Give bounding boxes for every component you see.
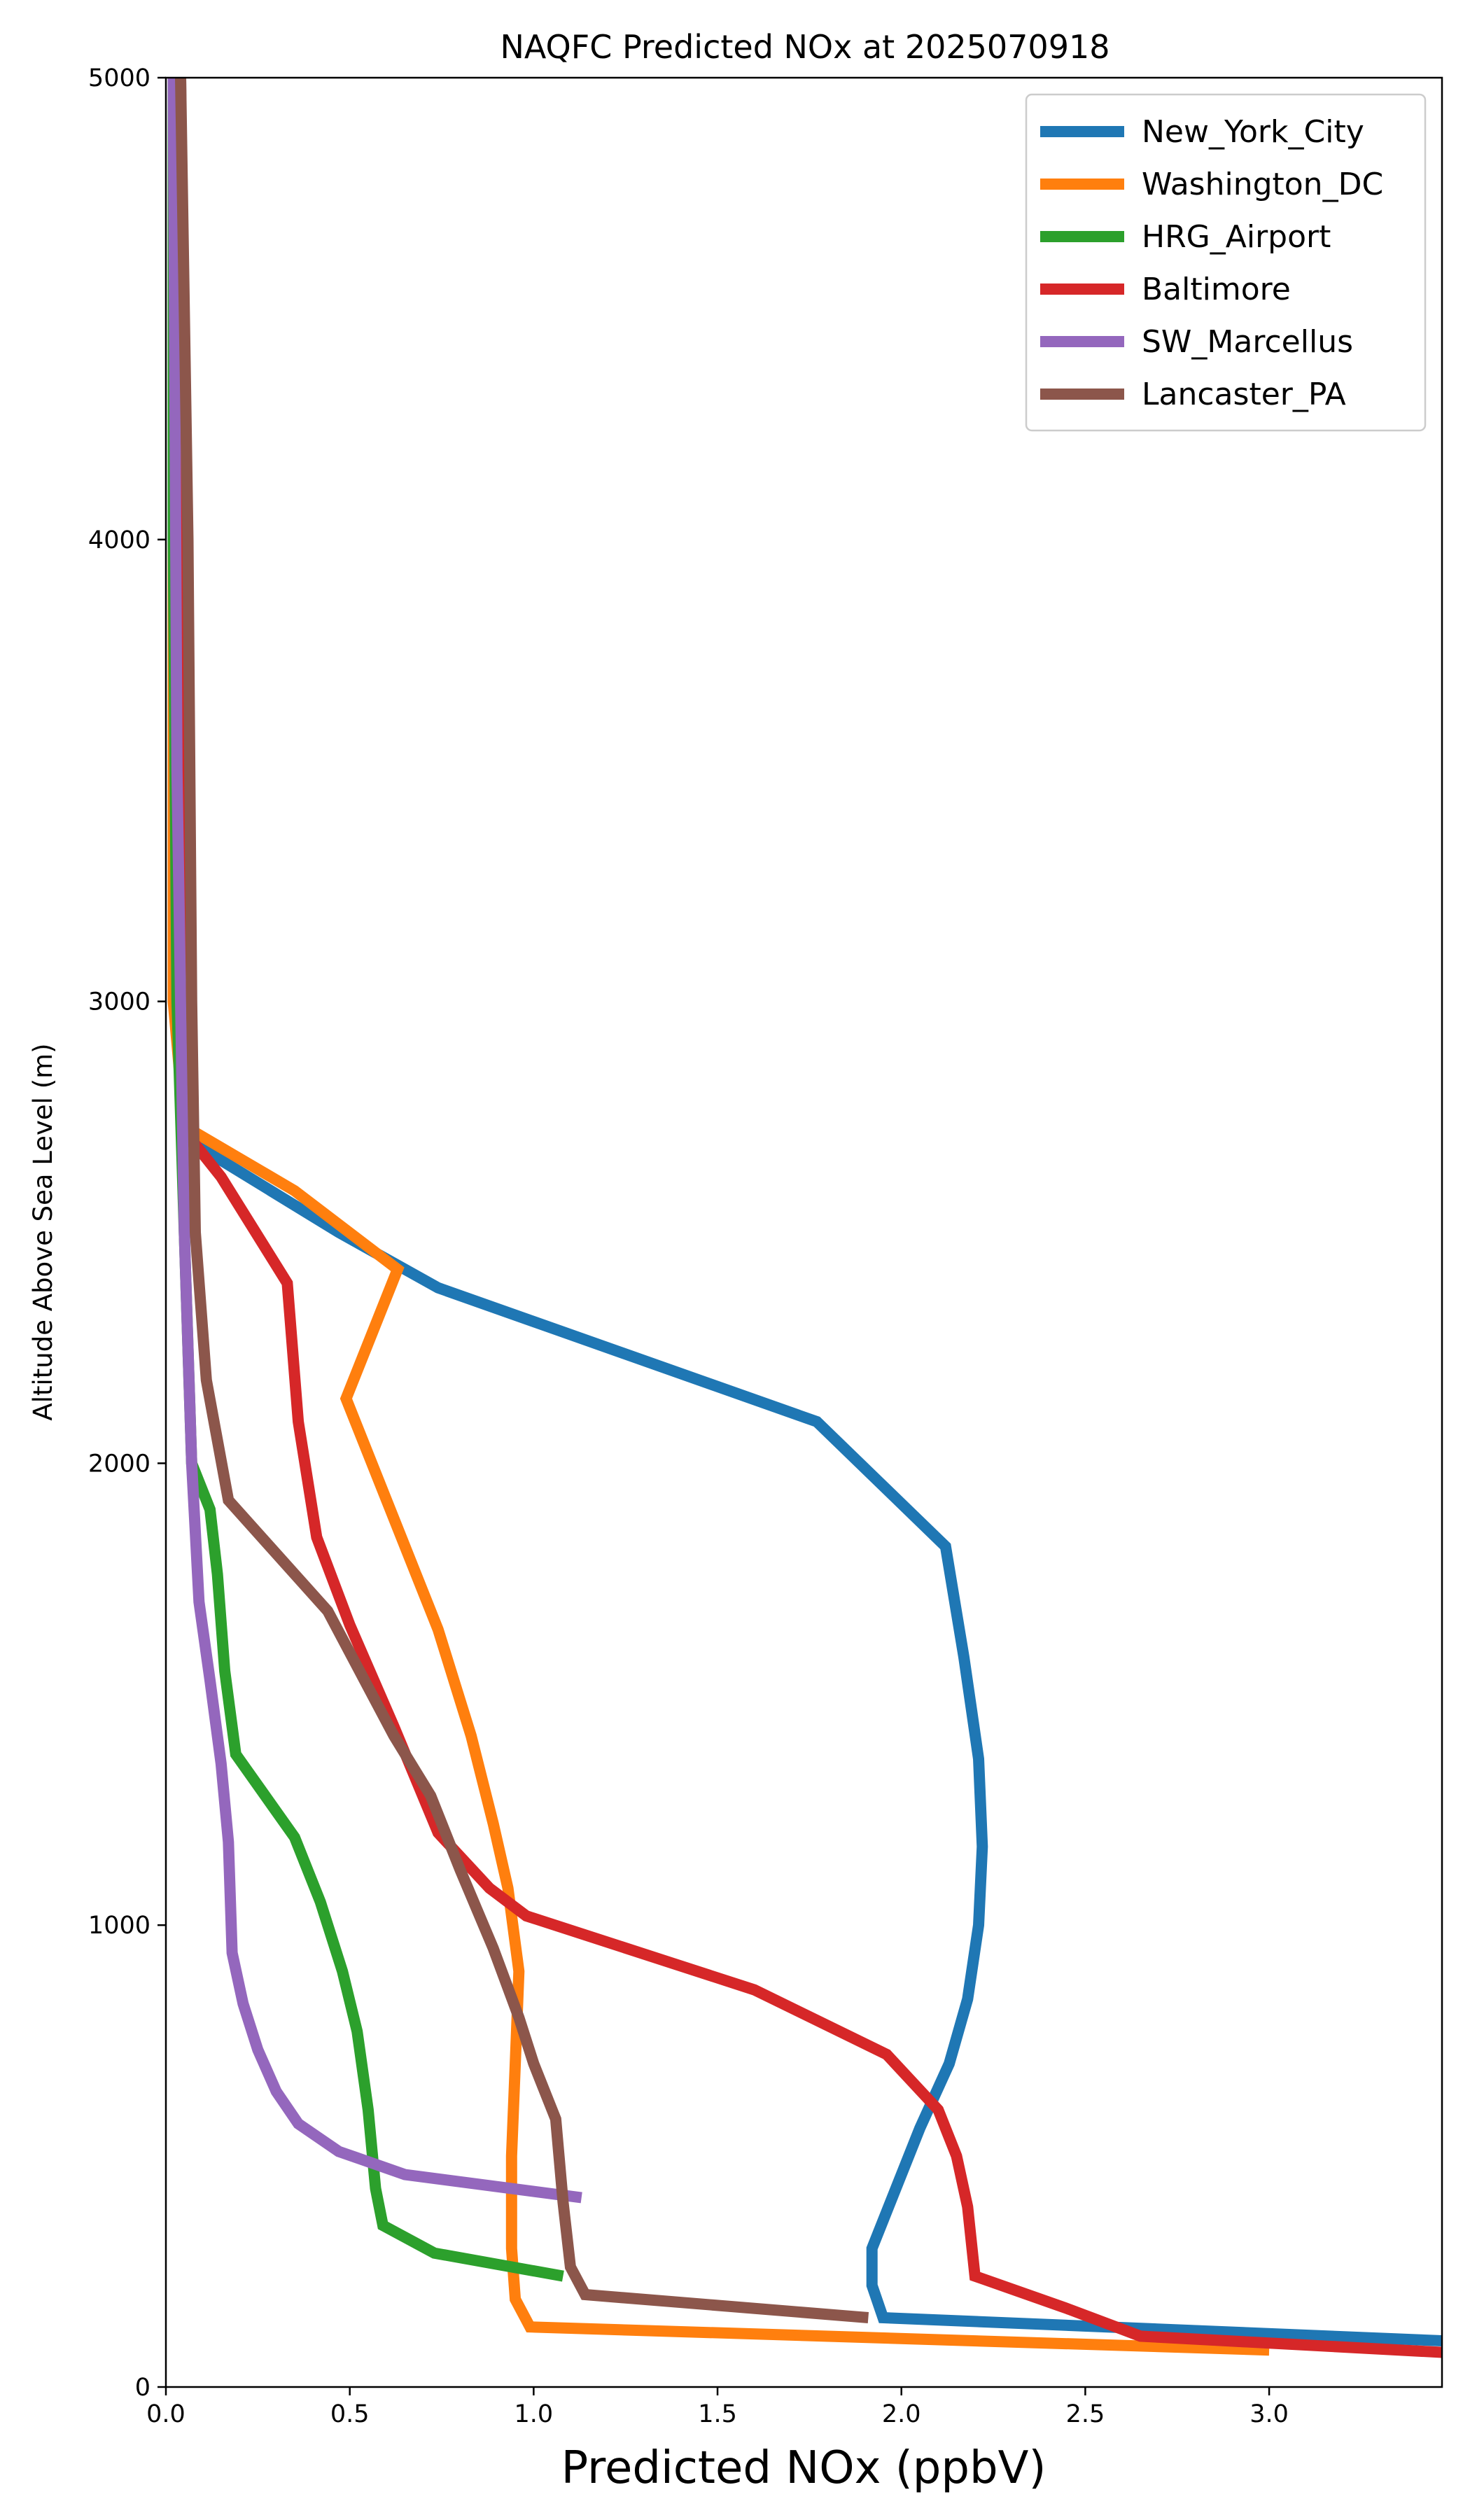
legend-label: Lancaster_PA xyxy=(1142,377,1346,412)
y-axis-label: Altitude Above Sea Level (m) xyxy=(28,1043,58,1420)
series-layer xyxy=(167,78,1442,2358)
series-line-baltimore xyxy=(175,78,1442,2358)
x-tick-label: 2.0 xyxy=(882,2400,921,2428)
series-line-sw-marcellus xyxy=(167,78,582,2204)
x-axis-label: Predicted NOx (ppbV) xyxy=(561,2442,1046,2494)
chart-title: NAQFC Predicted NOx at 2025070918 xyxy=(500,28,1110,66)
x-tick-label: 0.5 xyxy=(330,2400,370,2428)
x-tick-label: 3.0 xyxy=(1250,2400,1289,2428)
x-tick-label: 1.5 xyxy=(698,2400,737,2428)
x-tick-label: 2.5 xyxy=(1066,2400,1105,2428)
legend-label: Baltimore xyxy=(1142,272,1291,307)
plot-area-frame xyxy=(164,76,1443,2388)
y-axis: 0 1000 2000 3000 4000 5000 xyxy=(88,64,166,2402)
legend-label: New_York_City xyxy=(1142,114,1364,150)
series-line-lancaster-pa xyxy=(175,78,869,2323)
x-tick-label: 1.0 xyxy=(514,2400,554,2428)
y-tick-label: 5000 xyxy=(88,64,150,92)
legend: New_York_City Washington_DC HRG_Airport Bal… xyxy=(1025,93,1427,432)
y-tick-label: 3000 xyxy=(88,988,150,1016)
series-line-new-york-city xyxy=(175,78,1442,2346)
y-tick-label: 4000 xyxy=(88,526,150,554)
legend-label: SW_Marcellus xyxy=(1142,324,1353,360)
x-axis: 0.0 0.5 1.0 1.5 2.0 2.5 3.0 xyxy=(146,2387,1289,2428)
legend-label: Washington_DC xyxy=(1142,167,1383,202)
legend-label: HRG_Airport xyxy=(1142,219,1331,255)
y-tick-label: 2000 xyxy=(88,1450,150,1478)
x-tick-label: 0.0 xyxy=(146,2400,186,2428)
y-tick-label: 0 xyxy=(135,2374,150,2402)
legend-frame xyxy=(1025,93,1427,432)
y-tick-label: 1000 xyxy=(88,1912,150,1940)
